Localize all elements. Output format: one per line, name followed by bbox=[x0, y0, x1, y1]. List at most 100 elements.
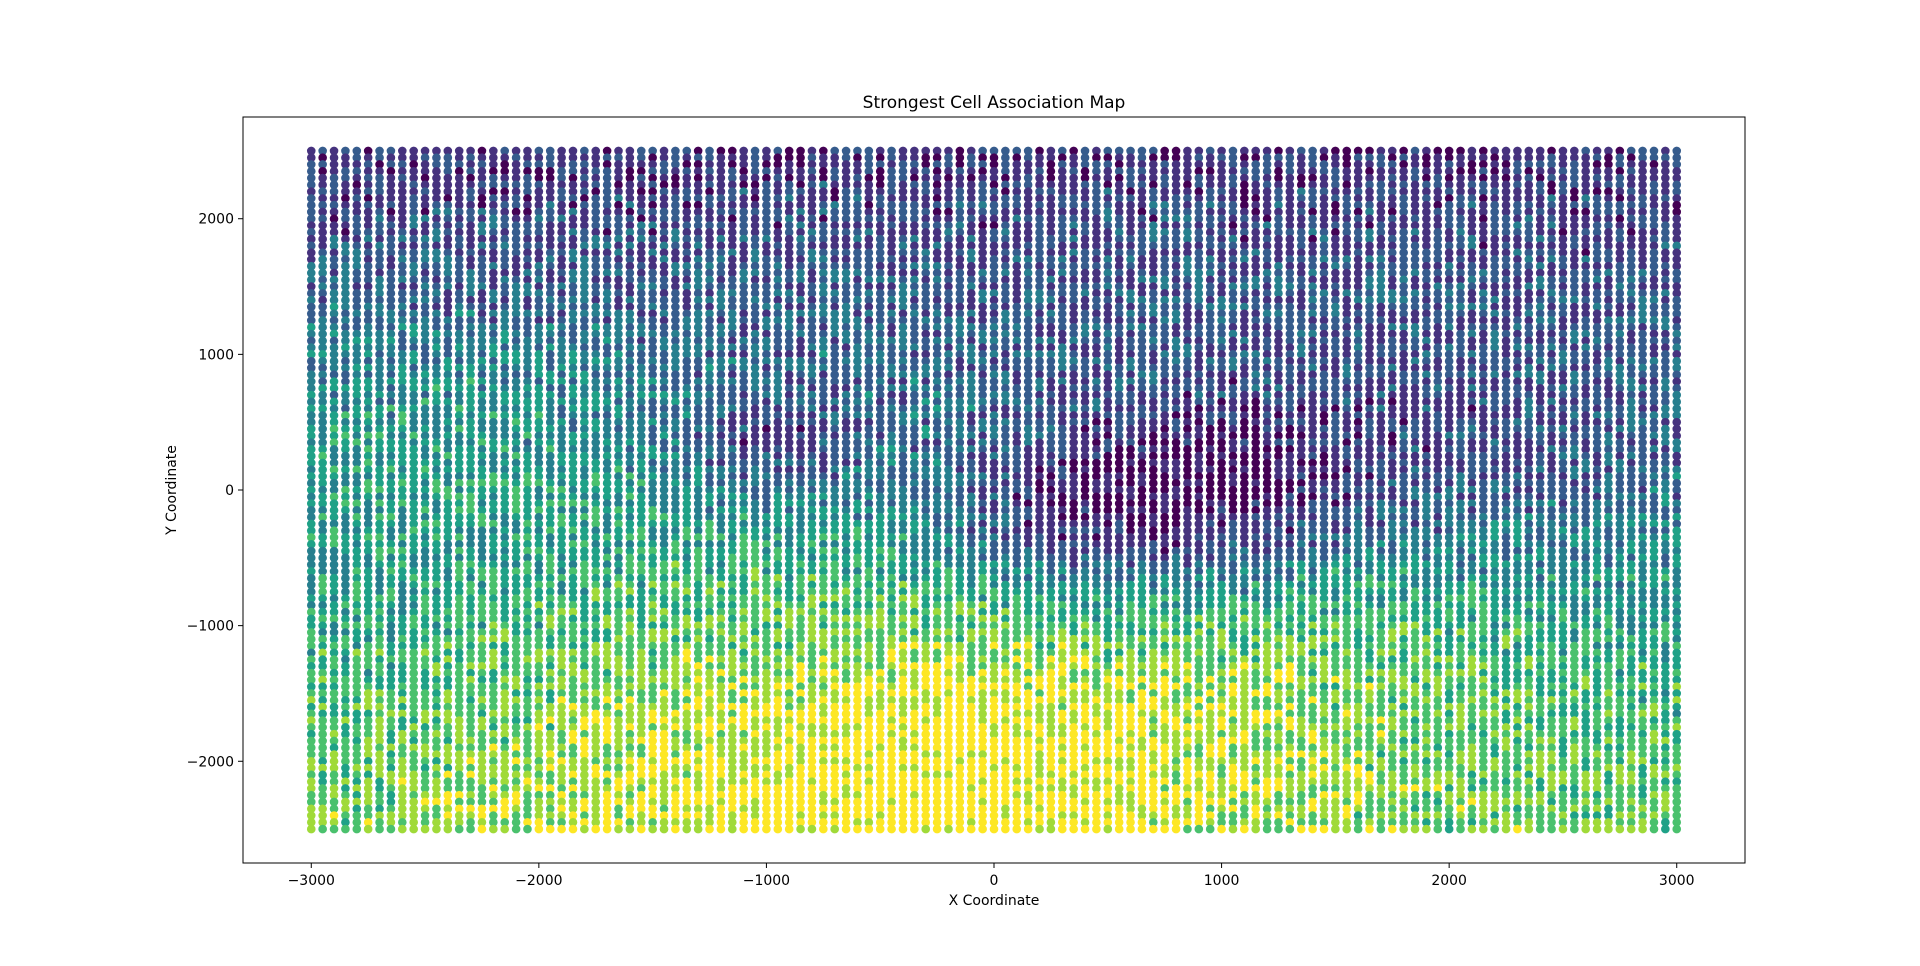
data-point bbox=[841, 824, 851, 834]
data-point bbox=[306, 729, 316, 739]
data-point bbox=[341, 180, 350, 190]
data-point bbox=[306, 275, 316, 285]
data-point bbox=[329, 777, 339, 786]
data-point bbox=[329, 390, 339, 400]
data-point bbox=[329, 668, 339, 678]
data-point bbox=[318, 322, 327, 332]
data-point bbox=[318, 621, 327, 630]
data-point bbox=[363, 824, 373, 834]
data-point bbox=[306, 580, 316, 590]
data-point bbox=[477, 824, 487, 834]
data-point bbox=[329, 662, 339, 671]
data-point bbox=[306, 397, 316, 407]
data-point bbox=[329, 614, 339, 624]
data-point bbox=[693, 824, 703, 834]
data-point bbox=[853, 824, 862, 834]
data-point bbox=[329, 451, 339, 461]
data-point bbox=[796, 824, 805, 834]
data-point bbox=[306, 648, 316, 658]
data-point bbox=[318, 160, 327, 169]
data-point bbox=[318, 200, 327, 210]
data-point bbox=[329, 539, 339, 549]
data-point bbox=[318, 818, 327, 827]
data-point bbox=[318, 641, 327, 651]
data-point bbox=[306, 194, 316, 203]
data-point bbox=[306, 329, 316, 339]
data-point bbox=[318, 790, 327, 800]
data-point bbox=[306, 662, 316, 671]
data-point bbox=[830, 824, 839, 834]
data-point bbox=[306, 302, 316, 312]
data-point bbox=[318, 268, 327, 278]
data-point bbox=[306, 336, 316, 346]
data-point bbox=[329, 567, 339, 576]
data-point bbox=[341, 187, 350, 196]
data-point bbox=[557, 824, 566, 834]
data-point bbox=[306, 790, 316, 800]
data-point bbox=[636, 824, 646, 834]
data-point bbox=[329, 607, 339, 617]
data-point bbox=[329, 417, 339, 427]
data-point bbox=[318, 329, 327, 339]
data-point bbox=[318, 180, 327, 190]
data-point bbox=[329, 485, 339, 495]
data-point bbox=[306, 804, 316, 814]
data-point bbox=[329, 445, 339, 454]
data-point bbox=[306, 383, 316, 393]
data-point bbox=[318, 350, 327, 359]
data-point bbox=[432, 824, 441, 834]
data-point bbox=[318, 512, 327, 522]
data-point bbox=[341, 166, 350, 176]
data-point bbox=[306, 261, 316, 271]
data-point bbox=[500, 824, 510, 834]
data-point bbox=[318, 214, 327, 224]
data-point bbox=[329, 377, 339, 386]
data-point bbox=[318, 587, 327, 597]
data-point bbox=[306, 770, 316, 780]
data-point bbox=[375, 824, 384, 834]
data-point bbox=[329, 716, 339, 725]
data-point bbox=[318, 302, 327, 312]
data-point bbox=[341, 146, 350, 156]
data-point bbox=[329, 350, 339, 359]
data-point bbox=[318, 478, 327, 488]
data-point bbox=[682, 824, 692, 834]
data-point bbox=[716, 824, 726, 834]
data-point bbox=[318, 546, 327, 556]
data-point bbox=[329, 526, 339, 535]
data-point bbox=[306, 526, 316, 535]
data-point bbox=[341, 234, 350, 244]
data-point bbox=[329, 506, 339, 515]
data-point bbox=[329, 492, 339, 502]
data-point bbox=[306, 478, 316, 488]
data-point bbox=[773, 824, 783, 834]
data-point bbox=[318, 702, 327, 712]
data-point bbox=[306, 160, 316, 169]
data-point bbox=[318, 560, 327, 569]
data-point bbox=[545, 824, 555, 834]
data-point bbox=[329, 763, 339, 773]
data-point bbox=[443, 824, 453, 834]
data-point bbox=[329, 553, 339, 563]
data-point bbox=[329, 811, 339, 820]
data-point bbox=[329, 519, 339, 529]
data-point bbox=[329, 736, 339, 746]
data-point bbox=[329, 634, 339, 644]
data-point bbox=[568, 824, 578, 834]
data-point bbox=[580, 824, 589, 834]
data-point bbox=[306, 655, 316, 664]
data-point bbox=[329, 621, 339, 630]
data-point bbox=[341, 207, 350, 217]
data-point bbox=[306, 309, 316, 318]
data-point bbox=[306, 214, 316, 224]
data-point bbox=[306, 641, 316, 651]
data-point bbox=[329, 784, 339, 793]
data-point bbox=[329, 770, 339, 780]
data-point bbox=[659, 824, 669, 834]
data-point bbox=[329, 695, 339, 705]
data-point bbox=[318, 689, 327, 698]
data-point bbox=[329, 743, 339, 753]
data-point bbox=[614, 824, 623, 834]
data-point bbox=[386, 824, 396, 834]
data-point bbox=[329, 207, 339, 217]
